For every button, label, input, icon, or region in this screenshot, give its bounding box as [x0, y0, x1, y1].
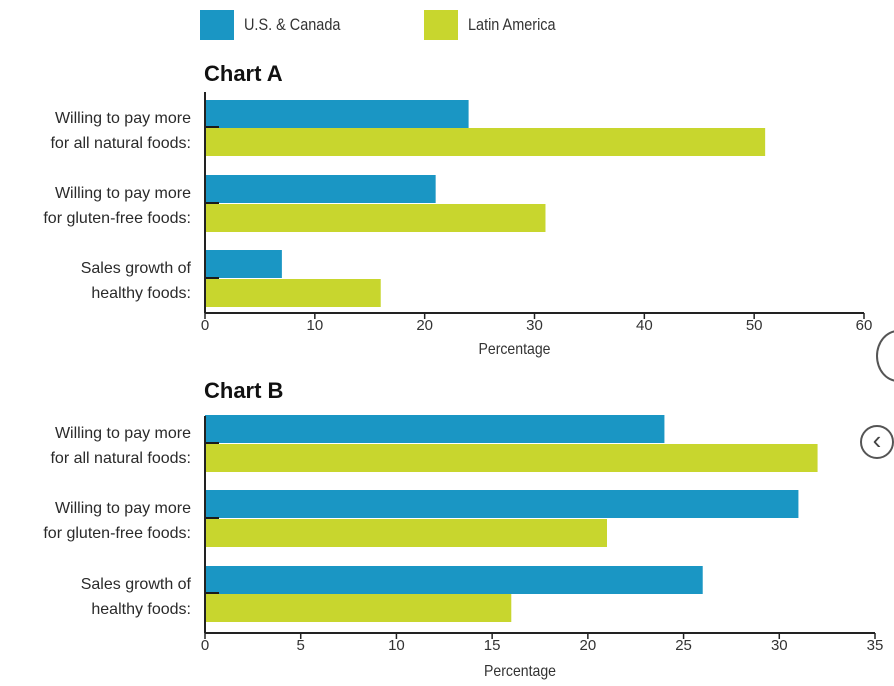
chart-a-category-label-2-1: healthy foods:: [91, 285, 191, 302]
chart-b-bar-latin-america-1: [205, 519, 607, 547]
chart-b-bar-latin-america-2: [205, 594, 512, 622]
legend-item-latin-america: Latin America: [424, 8, 571, 42]
chart-a-x-tick-label: 30: [526, 317, 543, 334]
chart-a-category-label-0-0: Willing to pay more: [55, 110, 191, 127]
chevron-left-glyph: ‹: [872, 425, 882, 455]
chart-a-bar-us-canada-1: [205, 175, 436, 203]
legend: U.S. & Canada Latin America: [200, 8, 660, 42]
chart-a-x-tick-label: 0: [201, 317, 209, 334]
chart-a-title: Chart A: [204, 61, 283, 86]
legend-swatch-us-canada: [200, 10, 234, 40]
chevron-left-icon[interactable]: ‹: [860, 425, 894, 459]
legend-swatch-latin-america: [424, 10, 458, 40]
chart-a-x-tick-label: 60: [856, 317, 873, 334]
chart-b-category-label-1-1: for gluten-free foods:: [43, 525, 191, 542]
chart-b-bar-latin-america-0: [205, 444, 818, 472]
chart-a-bar-us-canada-2: [205, 250, 282, 278]
chart-a-x-tick-label: 10: [306, 317, 323, 334]
chart-a-bar-us-canada-0: [205, 100, 469, 128]
chart-a-bar-latin-america-0: [205, 128, 766, 156]
chart-b-category-label-0-1: for all natural foods:: [50, 450, 191, 467]
chart-b-x-tick-label: 5: [297, 637, 305, 654]
chart-b-x-tick-label: 20: [580, 637, 597, 654]
chart-b-x-tick-label: 15: [484, 637, 501, 654]
legend-label-latin-america: Latin America: [468, 15, 556, 34]
chart-b-x-tick-label: 25: [675, 637, 692, 654]
chart-a-x-tick-label: 20: [416, 317, 433, 334]
legend-label-us-canada: U.S. & Canada: [244, 15, 341, 34]
chart-b-bar-us-canada-0: [205, 415, 665, 443]
chart-a-x-tick-label: 40: [636, 317, 653, 334]
chart-a-category-label-0-1: for all natural foods:: [50, 135, 191, 152]
chart-a-category-label-2-0: Sales growth of: [81, 260, 192, 277]
chart-a-category-label-1-1: for gluten-free foods:: [43, 210, 191, 227]
chart-b-x-tick-label: 10: [388, 637, 405, 654]
chart-b-x-tick-label: 0: [201, 637, 209, 654]
legend-item-us-canada: U.S. & Canada: [200, 8, 357, 42]
chart-b-category-label-1-0: Willing to pay more: [55, 500, 191, 517]
chart-b-category-label-0-0: Willing to pay more: [55, 425, 191, 442]
chart-b-x-tick-label: 35: [867, 637, 884, 654]
chart-b-x-axis-label: Percentage: [484, 662, 556, 680]
chart-a-bar-latin-america-1: [205, 204, 546, 232]
chart-a-bar-latin-america-2: [205, 279, 381, 307]
chart-b-category-label-2-0: Sales growth of: [81, 576, 192, 593]
chart-b-category-label-2-1: healthy foods:: [91, 601, 191, 618]
chart-b-bar-us-canada-2: [205, 566, 703, 594]
chart-a-category-label-1-0: Willing to pay more: [55, 185, 191, 202]
chart-b-x-tick-label: 30: [771, 637, 788, 654]
chart-a: 0 10 20 30 40 50 60 Percentage Willing to pay mo…: [43, 92, 873, 358]
chart-a-x-tick-label: 50: [746, 317, 763, 334]
chart-b-bar-us-canada-1: [205, 490, 799, 518]
chart-b: 0 5 10 15 20 25 30 35 Percentage Willing to pay m…: [43, 415, 884, 680]
chart-b-title: Chart B: [204, 378, 284, 403]
chart-a-x-axis-label: Percentage: [479, 340, 551, 358]
